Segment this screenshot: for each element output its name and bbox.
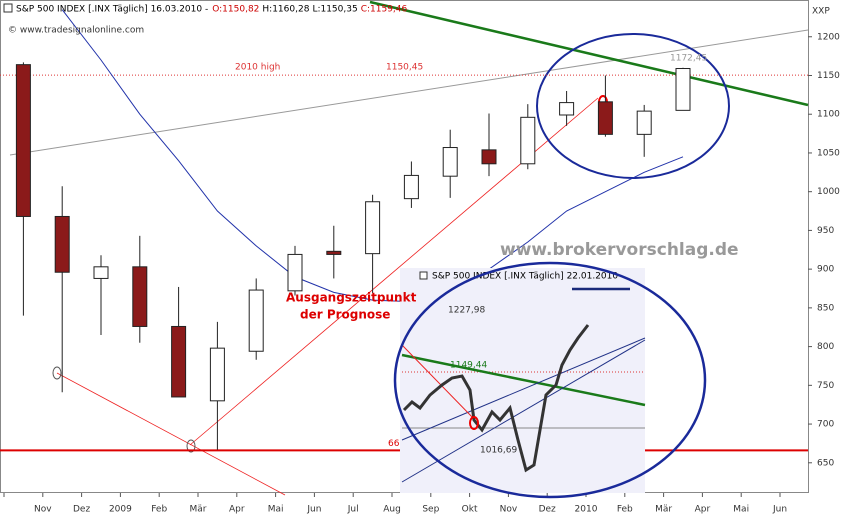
y-tick-label: 1050 <box>817 148 840 158</box>
candle-body <box>54 215 70 273</box>
marker <box>52 366 62 380</box>
y-tick-label: 1100 <box>817 110 840 120</box>
chart-title: S&P 500 INDEX [.INX Täglich] 16.03.2010 … <box>16 5 208 15</box>
x-tick-label: 2010 <box>575 505 598 515</box>
x-tick-label: Mai <box>733 505 749 515</box>
x-tick-label: Mär <box>655 505 672 515</box>
note: der Prognose <box>300 308 390 322</box>
axis-label: XXP <box>812 7 830 17</box>
x-tick-label: Aug <box>383 505 401 515</box>
candle-body <box>636 110 652 135</box>
x-tick-label: Mai <box>268 505 284 515</box>
candle-body <box>93 266 109 279</box>
trend-line <box>9 29 809 156</box>
y-tick-label: 700 <box>817 420 834 430</box>
marker <box>469 416 479 430</box>
ohlc-label: L:1150,35 <box>312 5 357 15</box>
x-tick-label: Dez <box>539 505 556 515</box>
main-plot: 650 700 750 800 850 900 950 1000 1050 1100 1150 120… <box>0 9 840 515</box>
watermark: www.brokervorschlag.de <box>500 240 739 260</box>
y-tick-label: 800 <box>817 342 834 352</box>
candle-body <box>248 289 264 352</box>
candle-body <box>171 325 187 398</box>
y-tick-label: 1200 <box>817 32 840 42</box>
note: Ausgangszeitpunkt <box>286 291 417 305</box>
candle-body <box>15 64 31 217</box>
x-tick-label: Dez <box>73 505 90 515</box>
candle-body <box>403 174 419 200</box>
ohlc-label: H:1160,28 <box>262 5 309 15</box>
candle-body <box>597 101 613 135</box>
moving-average <box>61 9 684 303</box>
x-tick-label: Feb <box>151 505 167 515</box>
x-tick-label: Jun <box>306 505 321 515</box>
x-tick-label: Feb <box>617 505 633 515</box>
inset-title: S&P 500 INDEX [.INX Täglich] 22.01.2010 <box>432 272 618 282</box>
level-label: 1150,45 <box>386 63 423 73</box>
icon <box>3 3 13 13</box>
candle-body <box>326 250 342 255</box>
candle-body <box>442 147 458 177</box>
x-tick-label: Okt <box>462 505 478 515</box>
inset-trend <box>401 353 646 407</box>
x-tick-label: Jul <box>347 505 359 515</box>
y-tick-label: 1000 <box>817 187 840 197</box>
inset-trend <box>401 344 476 421</box>
candle-body <box>675 68 691 111</box>
candle-body <box>287 253 303 292</box>
y-tick-label: 650 <box>817 458 834 468</box>
y-tick-label: 850 <box>817 303 834 313</box>
x-tick-label: Jun <box>772 505 787 515</box>
candle-body <box>209 347 225 402</box>
x-tick-label: Nov <box>500 505 518 515</box>
level-name: 2010 high <box>235 63 280 73</box>
inset-channel <box>401 339 646 483</box>
x-tick-label: Nov <box>34 505 52 515</box>
icon <box>419 271 428 280</box>
inset: S&P 500 INDEX [.INX Täglich] 22.01.2010 … <box>393 261 707 499</box>
candle-body <box>365 201 381 255</box>
candle-body <box>559 102 575 116</box>
source: © www.tradesignalonline.com <box>8 26 144 36</box>
ohlc-label: C:1159,46 <box>361 5 408 15</box>
trend-line <box>56 372 286 496</box>
y-tick-label: 750 <box>817 381 834 391</box>
y-tick-label: 1150 <box>817 71 840 81</box>
y-tick-label: 900 <box>817 265 834 275</box>
inset-label: 1149,44 <box>450 361 487 371</box>
x-tick-label: Mär <box>190 505 207 515</box>
inset-label: 1016,69 <box>480 446 517 456</box>
x-tick-label: 2009 <box>109 505 132 515</box>
x-tick-label: Sep <box>422 505 439 515</box>
y-tick-label: 950 <box>817 226 834 236</box>
trend-line <box>369 0 809 107</box>
ohlc-label: O:1150,82 <box>212 5 259 15</box>
highlight-ellipse <box>393 261 707 499</box>
candle-body <box>520 116 536 165</box>
inset-label: 1227,98 <box>448 306 485 316</box>
candle-body <box>481 149 497 165</box>
x-tick-label: Apr <box>695 505 711 515</box>
level-label: 66 <box>388 439 400 449</box>
x-tick-label: Apr <box>229 505 245 515</box>
price-label: 1172,45 <box>670 54 707 64</box>
inset-price <box>402 324 590 473</box>
inset-channel <box>401 337 646 441</box>
candle-body <box>132 266 148 327</box>
marker <box>186 439 196 453</box>
